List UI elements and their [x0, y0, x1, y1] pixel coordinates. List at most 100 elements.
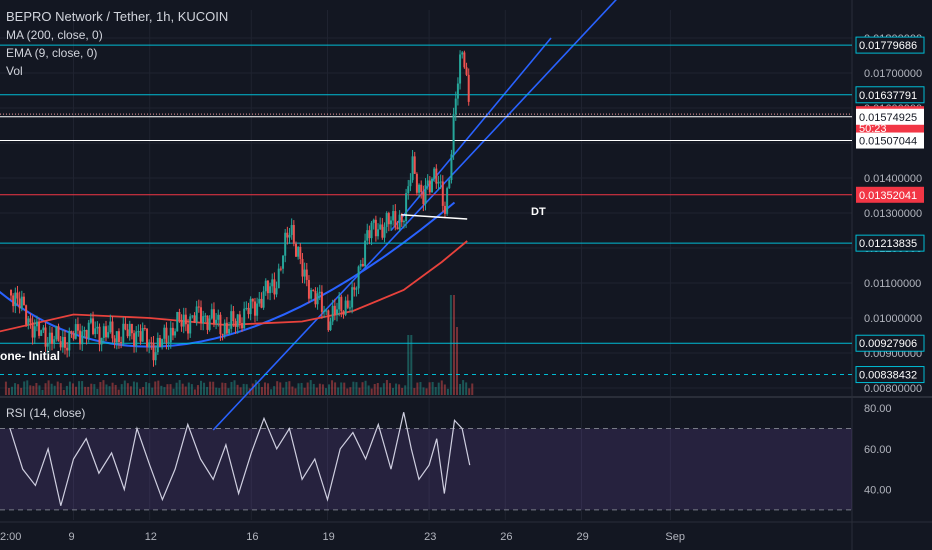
- indicator-ma[interactable]: MA (200, close, 0): [6, 28, 103, 42]
- volume-bar: [443, 384, 446, 395]
- candle-body: [418, 184, 421, 193]
- price-level-label-4: 0.01574925: [859, 112, 917, 124]
- candle-body: [16, 292, 19, 299]
- candle-body: [221, 334, 224, 336]
- candle-body: [303, 269, 306, 277]
- volume-bar: [349, 387, 352, 395]
- price-level-label-9: 0.00838432: [859, 370, 917, 382]
- symbol-title[interactable]: BEPRO Network / Tether, 1h, KUCOIN: [6, 9, 229, 24]
- candle-body: [111, 321, 114, 339]
- candle-body: [44, 327, 47, 347]
- volume-bar: [379, 387, 382, 395]
- candle-body: [102, 326, 105, 338]
- volume-bar: [385, 380, 388, 395]
- candle-body: [184, 314, 187, 325]
- candle-body: [193, 315, 196, 323]
- candle-body: [126, 329, 129, 337]
- price-level-badge-9: [855, 366, 925, 384]
- volume-bar: [233, 380, 236, 395]
- volume-bar: [419, 382, 422, 395]
- candle-body: [238, 314, 241, 324]
- candle-body: [25, 305, 28, 325]
- candle-body: [94, 328, 97, 335]
- candle-body: [310, 290, 313, 299]
- candle-body: [63, 336, 66, 348]
- zone-label: one- Initial: [0, 349, 60, 363]
- candle-body: [148, 342, 151, 347]
- volume-bar: [459, 383, 462, 395]
- volume-bar: [90, 383, 93, 395]
- candle-body: [398, 214, 401, 230]
- price-level-badge-2: [855, 86, 925, 104]
- volume-bar: [382, 383, 385, 395]
- candle-body: [253, 301, 256, 316]
- price-level-badge-7: [855, 234, 925, 252]
- volume-bar: [425, 388, 428, 395]
- candle-body: [165, 327, 168, 343]
- candle-body: [107, 332, 110, 338]
- volume-bar: [145, 382, 148, 395]
- candle-body: [163, 327, 166, 339]
- candle-body: [206, 315, 209, 330]
- candle-body: [318, 291, 321, 294]
- support-arc: [0, 201, 456, 348]
- candle-body: [202, 316, 205, 324]
- volume-bar: [331, 380, 334, 395]
- candle-body: [264, 280, 267, 292]
- volume-bar: [26, 380, 29, 395]
- candle-body: [12, 295, 15, 307]
- volume-bar: [373, 384, 376, 395]
- volume-bar: [87, 386, 90, 395]
- indicator-vol[interactable]: Vol: [6, 64, 23, 78]
- volume-bar: [71, 383, 74, 395]
- candle-body: [189, 316, 192, 334]
- volume-bar: [251, 383, 254, 395]
- chart-legend: BEPRO Network / Tether, 1h, KUCOIN MA (2…: [6, 9, 228, 78]
- volume-bar: [410, 335, 413, 395]
- trendline-1: [212, 0, 617, 431]
- candle-body: [176, 312, 179, 332]
- volume-bar: [81, 381, 84, 395]
- candle-body: [133, 333, 136, 346]
- volume-bar: [413, 388, 416, 395]
- volume-bar: [23, 381, 26, 395]
- candle-body: [400, 214, 403, 223]
- volume-bar: [59, 383, 62, 395]
- price-level-label-8: 0.00927906: [859, 338, 917, 350]
- candle-body: [139, 331, 142, 342]
- time-tick-label: Sep: [665, 531, 685, 543]
- indicator-ema[interactable]: EMA (9, close, 0): [6, 46, 98, 60]
- candle-body: [461, 52, 464, 55]
- candle-series: [10, 50, 470, 367]
- volume-bar: [395, 383, 398, 395]
- candle-body: [31, 322, 34, 338]
- candle-body: [320, 291, 323, 312]
- candle-body: [258, 298, 261, 304]
- candle-body: [409, 180, 412, 187]
- candle-body: [294, 243, 297, 257]
- candle-body: [389, 220, 392, 225]
- candle-body: [413, 156, 416, 174]
- volume-bar: [11, 386, 14, 395]
- candle-body: [137, 331, 140, 333]
- volume-bar: [154, 381, 157, 395]
- volume-bar: [203, 382, 206, 395]
- volume-bar: [126, 383, 129, 395]
- candle-body: [305, 269, 308, 280]
- volume-bar: [135, 382, 138, 395]
- candle-body: [178, 312, 181, 320]
- candle-body: [277, 268, 280, 289]
- volume-bar: [215, 387, 218, 395]
- rsi-legend[interactable]: RSI (14, close): [6, 406, 86, 420]
- volume-bar: [297, 383, 300, 395]
- volume-bar: [300, 382, 303, 395]
- candle-body: [167, 342, 170, 344]
- time-tick-label: 19: [323, 531, 335, 543]
- candle-body: [35, 321, 38, 327]
- volume-bar: [340, 382, 343, 395]
- volume-bar: [361, 382, 364, 395]
- candle-body: [234, 321, 237, 327]
- candle-body: [20, 296, 23, 309]
